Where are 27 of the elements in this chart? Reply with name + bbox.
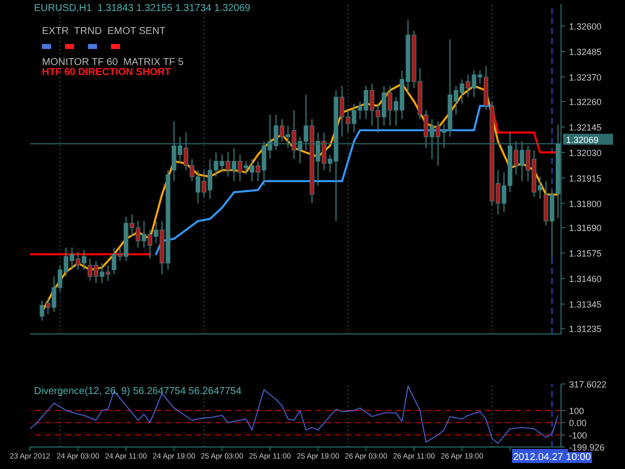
ref-line-label: 1.32069 xyxy=(566,134,599,145)
y-tick-label: 1.31345 xyxy=(569,300,602,310)
ref-line-label: 2012.04.27 10:00 xyxy=(513,452,592,463)
y-tick-label: 317.6022 xyxy=(569,380,607,390)
y-tick-label: 1.31800 xyxy=(569,198,602,209)
chart-title: EURUSD,H1 1.31843 1.32155 1.31734 1.32069 xyxy=(34,3,250,14)
y-tick-label: 0.00 xyxy=(569,418,587,428)
y-tick-label: 1.31575 xyxy=(569,248,602,259)
annotation: EXTR TRND EMOT SENT xyxy=(42,26,166,37)
annotation: MONITOR TF 60 MATRIX TF 5 xyxy=(42,57,184,68)
y-tick-label: 1.32600 xyxy=(569,22,602,32)
chart-title: Divergence(12, 26, 9) 56.2647754 56.2647754 xyxy=(34,386,242,397)
y-tick-label: 1.31690 xyxy=(569,223,602,234)
annotation: HTF 60 DIRECTION SHORT xyxy=(42,67,171,78)
y-tick-label: 1.32370 xyxy=(569,72,602,83)
y-tick-label: 100 xyxy=(569,406,584,416)
y-tick-label: 1.32485 xyxy=(569,47,602,58)
y-tick-label: 1.31235 xyxy=(569,324,602,334)
line-series xyxy=(30,386,558,444)
line-series xyxy=(155,104,493,256)
y-tick-label: -100 xyxy=(569,430,588,440)
y-tick-label: 1.32030 xyxy=(569,148,602,158)
y-tick-label: -199.926 xyxy=(569,442,605,452)
y-tick-label: 1.32145 xyxy=(569,122,602,132)
y-tick-label: 1.31460 xyxy=(569,274,602,284)
y-tick-label: 1.32260 xyxy=(569,96,602,107)
y-tick-label: 1.31915 xyxy=(569,173,602,184)
